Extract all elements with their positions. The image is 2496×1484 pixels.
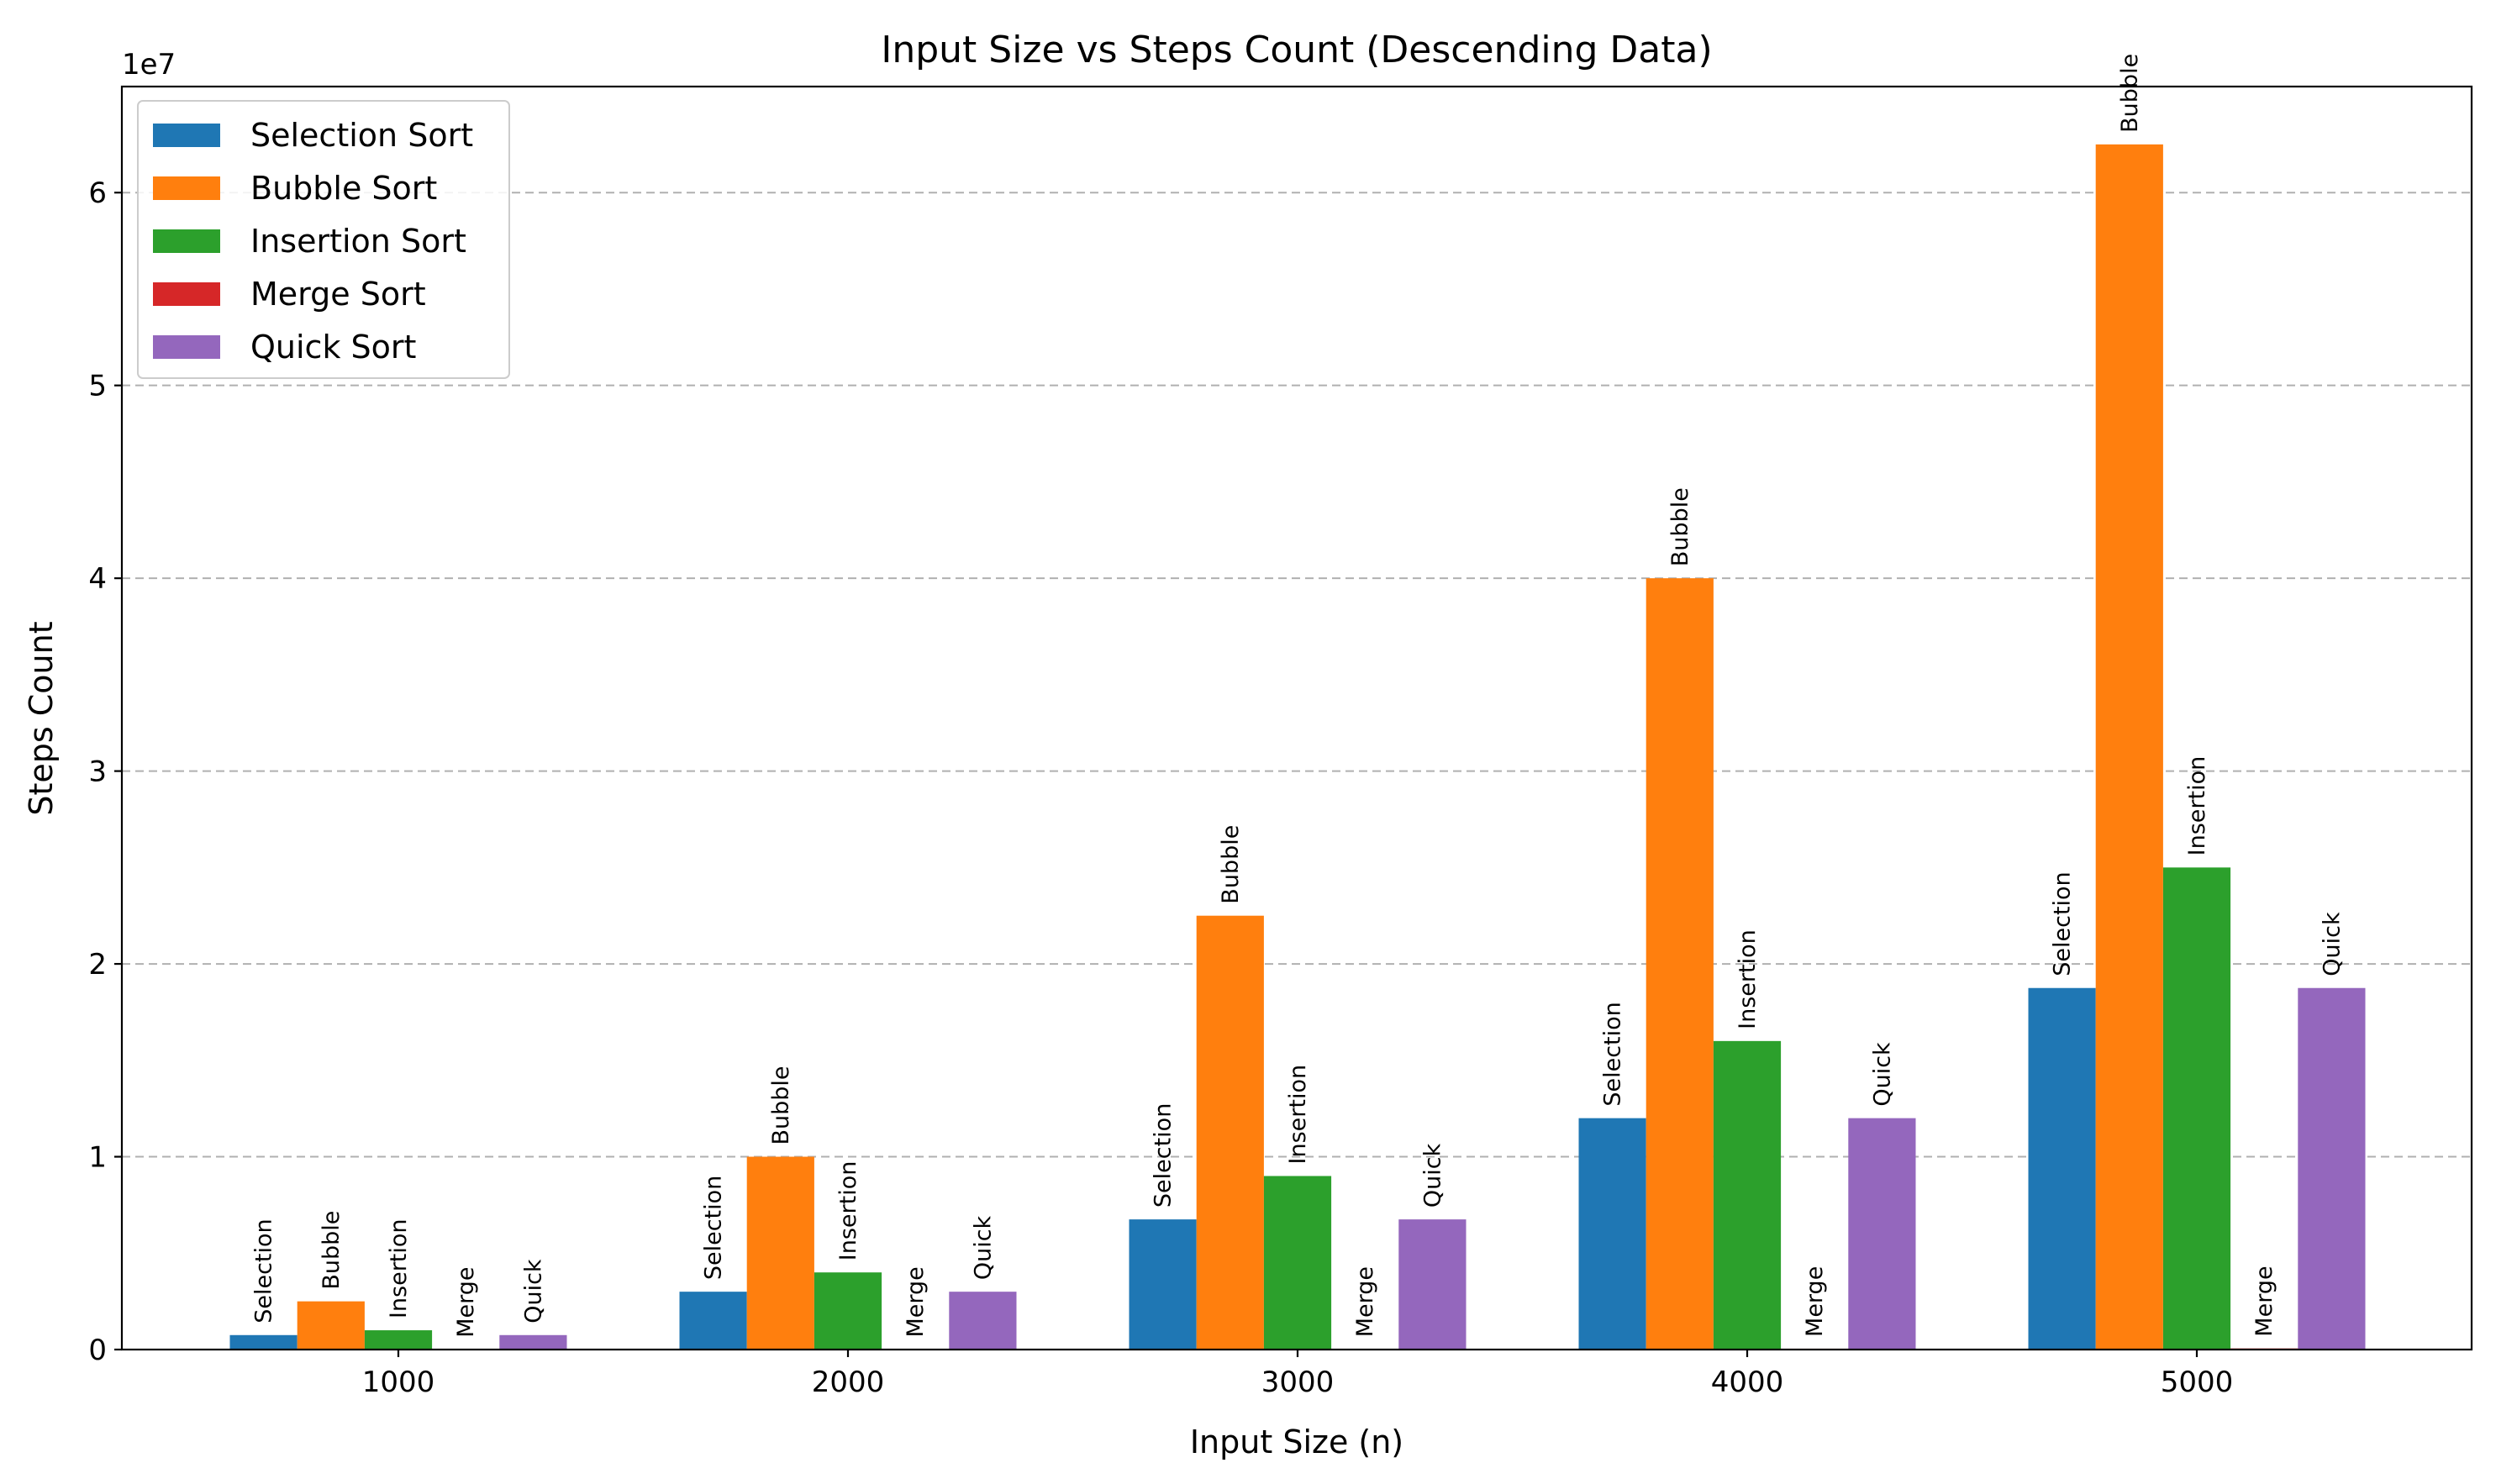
bar-data-label: Bubble	[319, 1211, 345, 1290]
x-tick-label: 5000	[2161, 1366, 2234, 1399]
bar	[1196, 915, 1264, 1350]
bar	[2298, 987, 2366, 1350]
bar	[2095, 144, 2163, 1350]
bar	[814, 1272, 882, 1350]
bar-data-label: Quick	[970, 1215, 996, 1280]
x-tick-label: 2000	[812, 1366, 885, 1399]
bar-data-label: Bubble	[768, 1066, 794, 1145]
y-tick-label: 6	[88, 176, 107, 210]
y-tick-label: 4	[88, 562, 107, 596]
x-tick-label: 3000	[1261, 1366, 1335, 1399]
bar-data-label: Merge	[903, 1266, 929, 1337]
x-axis-label: Input Size (n)	[1190, 1423, 1403, 1460]
legend-entry: Quick Sort	[250, 329, 416, 366]
bar	[364, 1330, 433, 1350]
bar-data-label: Merge	[1802, 1266, 1828, 1337]
bar-data-label: Quick	[1869, 1042, 1895, 1107]
bar-data-label: Selection	[1151, 1103, 1177, 1208]
y-tick-label: 1	[88, 1141, 107, 1175]
bar	[1263, 1176, 1332, 1350]
bar-data-label: Merge	[1352, 1266, 1378, 1337]
bar-data-label: Insertion	[1285, 1065, 1311, 1165]
legend: Selection Sort Bubble Sort Insertion Sort M…	[137, 100, 510, 379]
bar-data-label: Insertion	[2184, 756, 2210, 856]
legend-entry: Insertion Sort	[250, 223, 466, 260]
bar-data-label: Merge	[453, 1266, 479, 1337]
bar-data-label: Selection	[251, 1218, 277, 1323]
legend-swatch	[153, 176, 220, 200]
y-tick-label: 0	[88, 1334, 107, 1367]
bar-data-label: Bubble	[1218, 825, 1244, 904]
bar	[1713, 1040, 1782, 1350]
y-axis-label: Steps Count	[23, 621, 60, 815]
x-tick-label: 1000	[362, 1366, 435, 1399]
bar-data-label: Insertion	[1735, 929, 1761, 1029]
bar	[746, 1156, 814, 1350]
legend-entry: Selection Sort	[250, 117, 473, 154]
y-tick-label: 2	[88, 948, 107, 981]
bar-data-label: Selection	[1600, 1002, 1626, 1106]
bars	[229, 144, 2366, 1350]
y-tick-label: 5	[88, 370, 107, 403]
bar-data-label: Insertion	[835, 1161, 861, 1261]
bar-data-label: Quick	[1419, 1143, 1445, 1208]
bar-data-label: Bubble	[1667, 487, 1693, 566]
y-axis-offset-label: 1e7	[122, 48, 176, 82]
bar	[229, 1334, 298, 1350]
chart-title: Input Size vs Steps Count (Descending Da…	[881, 29, 1712, 71]
bar-data-label: Insertion	[386, 1218, 412, 1318]
legend-box	[137, 100, 510, 379]
bar	[1398, 1219, 1467, 1350]
legend-entry: Merge Sort	[250, 276, 426, 313]
bar-data-label: Quick	[520, 1259, 546, 1323]
bar-data-label: Selection	[701, 1176, 727, 1280]
legend-swatch	[153, 335, 220, 359]
bar-data-label: Bubble	[2117, 54, 2143, 133]
bar-data-label: Quick	[2319, 912, 2345, 976]
x-axis: 1000 2000 3000 4000 5000	[362, 1350, 2234, 1399]
bar-data-label: Merge	[2251, 1266, 2277, 1336]
bar	[1848, 1118, 1916, 1350]
legend-swatch	[153, 229, 220, 253]
bar	[297, 1301, 365, 1350]
y-tick-label: 3	[88, 755, 107, 789]
bar	[2028, 987, 2096, 1350]
bar	[1129, 1219, 1197, 1350]
legend-swatch	[153, 124, 220, 147]
bar-data-label: Selection	[2050, 871, 2076, 976]
x-tick-label: 4000	[1711, 1366, 1784, 1399]
bar	[679, 1292, 747, 1350]
bar	[1578, 1118, 1646, 1350]
bar	[949, 1292, 1017, 1350]
legend-entry: Bubble Sort	[250, 170, 437, 207]
bar	[1646, 578, 1714, 1350]
y-axis: 0 1 2 3 4 5 6	[88, 176, 122, 1367]
bar	[2162, 867, 2231, 1350]
bar	[499, 1334, 567, 1350]
legend-swatch	[153, 282, 220, 306]
bar-labels: Selection Bubble Insertion Merge Quick Select…	[251, 54, 2346, 1338]
